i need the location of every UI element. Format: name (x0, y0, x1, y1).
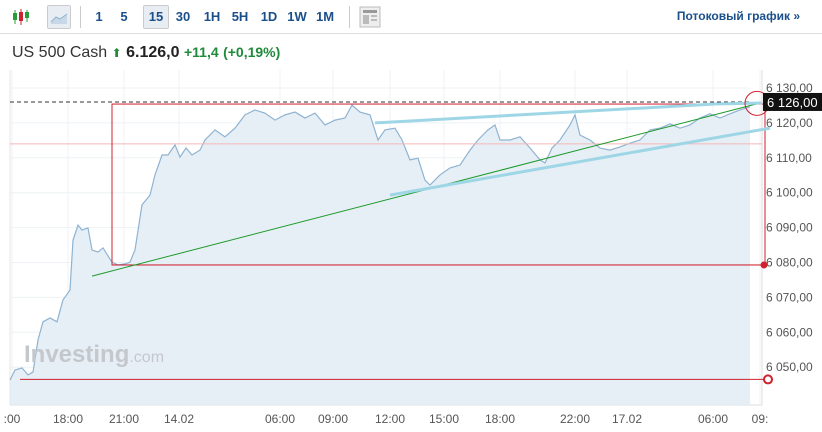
x-tick-label: 15:00 (429, 412, 459, 426)
x-tick-label: 14.02 (164, 412, 194, 426)
investing-watermark: Investing.com (24, 341, 164, 368)
price-change: +11,4 (183, 44, 219, 60)
blue-trendline (714, 101, 763, 106)
green-trendline (91, 102, 761, 277)
blue-trendline (374, 102, 716, 125)
x-tick-label: 17.02 (612, 412, 642, 426)
red-circle-marker (744, 90, 770, 116)
instrument-name: US 500 Cash (12, 44, 108, 61)
price-area (10, 105, 750, 405)
current-price-tag (763, 92, 822, 111)
x-tick-label: 22:00 (560, 412, 590, 426)
x-tick-label: 12:00 (375, 412, 405, 426)
interval-1M[interactable]: 1M (315, 9, 335, 24)
interval-1D[interactable]: 1D (260, 9, 278, 24)
area-chart-icon (50, 13, 68, 24)
up-arrow-icon: ⬆ (111, 46, 122, 60)
y-tick-label: 6 050,00 (766, 360, 813, 374)
y-tick-label: 6 130,00 (766, 81, 813, 95)
red-ring-marker (763, 374, 773, 385)
y-tick-label: 6 120,00 (766, 116, 813, 130)
interval-1W[interactable]: 1W (287, 9, 307, 24)
quote-header: US 500 Cash ⬆ 6.126,0 +11,4 (+0,19%) (12, 44, 280, 62)
current-price-label: 6 126,00 (767, 95, 818, 110)
layout-icon[interactable] (359, 6, 381, 28)
toolbar: 1 5 15 30 1H 5H 1D 1W 1M Потоковый график » (0, 0, 822, 34)
y-tick-label: 6 080,00 (766, 256, 813, 270)
x-tick-label: 09:00 (318, 412, 348, 426)
streaming-chart-link[interactable]: Потоковый график » (676, 9, 800, 23)
interval-1[interactable]: 1 (95, 9, 103, 24)
y-tick-label: 6 070,00 (766, 290, 813, 304)
interval-5H[interactable]: 5H (231, 9, 249, 24)
x-tick-label: 09: (752, 412, 769, 426)
x-tick-label: 21:00 (109, 412, 139, 426)
last-price: 6.126,0 (126, 44, 180, 61)
x-tick-label: 18:00 (53, 412, 83, 426)
y-tick-label: 6 090,00 (766, 221, 813, 235)
x-tick-label: 06:00 (698, 412, 728, 426)
red-dot-marker (760, 261, 768, 269)
blue-trendline (389, 126, 771, 197)
x-tick-label: 06:00 (265, 412, 295, 426)
x-tick-label: :00 (4, 412, 21, 426)
price-change-percent: (+0,19%) (223, 44, 281, 60)
interval-5[interactable]: 5 (120, 9, 128, 24)
interval-1H[interactable]: 1H (203, 9, 221, 24)
interval-30[interactable]: 30 (175, 9, 191, 24)
x-tick-label: 18:00 (485, 412, 515, 426)
y-tick-label: 6 100,00 (766, 186, 813, 200)
candlestick-chart-icon[interactable] (12, 8, 30, 26)
red-rectangle (111, 103, 766, 266)
price-line (9, 104, 751, 381)
area-chart-button[interactable] (47, 5, 71, 29)
y-tick-label: 6 060,00 (766, 325, 813, 339)
interval-15[interactable]: 15 (143, 5, 169, 29)
watermark-suffix: .com (129, 349, 164, 366)
y-tick-label: 6 110,00 (766, 151, 812, 165)
